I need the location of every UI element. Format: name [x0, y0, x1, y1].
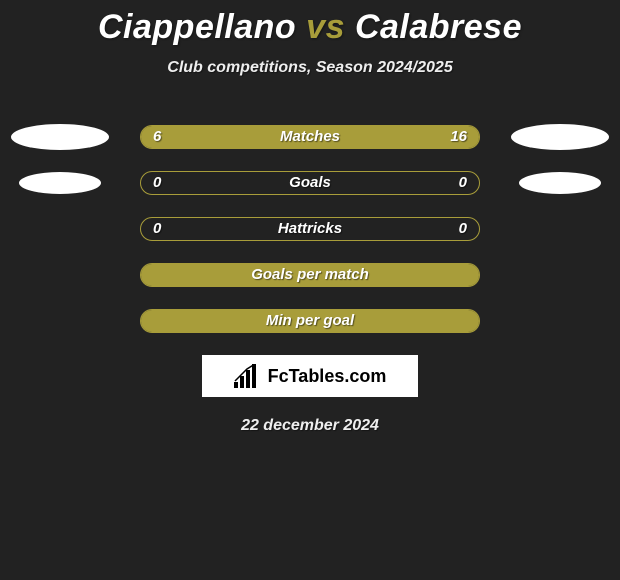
comparison-title: Ciappellano vs Calabrese	[0, 0, 620, 47]
player1-avatar	[11, 124, 109, 150]
player1-avatar-slot	[10, 172, 110, 194]
subtitle: Club competitions, Season 2024/2025	[0, 59, 620, 77]
stat-bar: Goals per match	[140, 263, 480, 287]
stats-area: 616Matches 00Goals 00Hattricks Goals per ma…	[0, 125, 620, 333]
stat-row: Min per goal	[10, 309, 610, 333]
player1-avatar-slot	[10, 124, 110, 150]
player2-avatar-slot	[510, 124, 610, 150]
date-text: 22 december 2024	[0, 417, 620, 435]
stat-label: Matches	[141, 126, 479, 148]
player2-avatar	[511, 124, 609, 150]
stat-label: Goals	[141, 172, 479, 194]
logo-text: FcTables.com	[268, 366, 387, 387]
stat-bar: 616Matches	[140, 125, 480, 149]
stat-bar-wrap: 00Goals	[110, 171, 510, 195]
stat-label: Hattricks	[141, 218, 479, 240]
source-logo: FcTables.com	[202, 355, 418, 397]
stat-bar-wrap: 00Hattricks	[110, 217, 510, 241]
fctables-icon	[234, 364, 262, 388]
stat-bar-wrap: 616Matches	[110, 125, 510, 149]
stat-row: 00Goals	[10, 171, 610, 195]
stat-row: 616Matches	[10, 125, 610, 149]
stat-bar: 00Hattricks	[140, 217, 480, 241]
player2-name: Calabrese	[355, 8, 522, 46]
stat-bar: 00Goals	[140, 171, 480, 195]
vs-text: vs	[306, 8, 345, 46]
stat-bar: Min per goal	[140, 309, 480, 333]
player1-avatar	[19, 172, 101, 194]
player2-avatar	[519, 172, 601, 194]
stat-bar-wrap: Min per goal	[110, 309, 510, 333]
stat-bar-wrap: Goals per match	[110, 263, 510, 287]
stat-row: Goals per match	[10, 263, 610, 287]
player1-name: Ciappellano	[98, 8, 296, 46]
stat-label: Goals per match	[141, 264, 479, 286]
stat-row: 00Hattricks	[10, 217, 610, 241]
stat-label: Min per goal	[141, 310, 479, 332]
player2-avatar-slot	[510, 172, 610, 194]
